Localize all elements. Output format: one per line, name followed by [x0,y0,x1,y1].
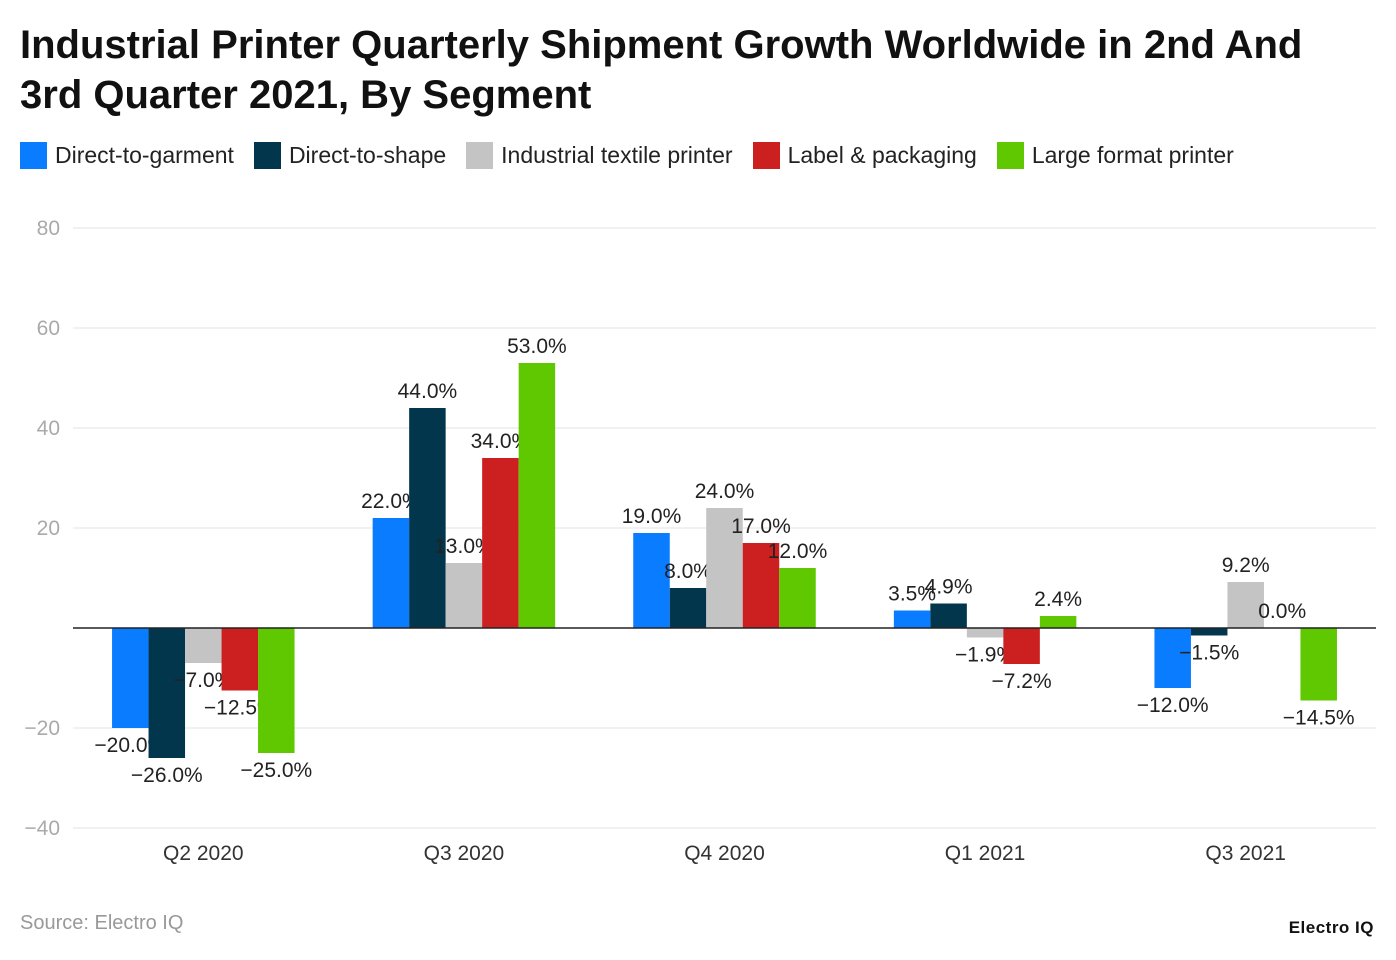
data-label: 2.4% [1034,588,1082,611]
bar [185,628,222,663]
bar [112,628,149,728]
data-label: 17.0% [731,515,791,538]
y-tick-label: 80 [37,217,60,240]
legend-item: Direct-to-garment [20,142,234,169]
bar [893,610,931,628]
bar [706,508,743,628]
data-label: 4.9% [925,576,973,599]
legend: Direct-to-garment Direct-to-shape Industri… [20,142,1234,169]
legend-label: Direct-to-garment [55,142,234,168]
bar [1227,582,1264,628]
x-tick-label: Q2 2020 [163,842,244,865]
data-label: −12.5% [204,697,276,720]
bar [633,533,670,628]
data-label: 34.0% [471,430,531,453]
x-tick-label: Q4 2020 [684,842,765,865]
data-label: −26.0% [131,764,203,787]
data-label: 0.0% [1258,600,1306,623]
data-label: −20.0% [94,734,166,757]
data-label: 8.0% [664,560,712,583]
y-tick-label: 60 [37,317,60,340]
legend-label: Large format printer [1031,142,1234,168]
x-tick-label: Q3 2021 [1205,842,1286,865]
bar [372,518,410,628]
data-label: 12.0% [768,540,828,563]
bar [1039,616,1077,628]
legend-item: Direct-to-shape [253,142,447,169]
data-label: −25.0% [240,759,312,782]
bar [518,363,556,628]
bar [669,588,707,628]
y-tick-label: −40 [24,817,60,840]
bar [409,408,446,628]
legend-item: Large format printer [996,142,1234,169]
legend-item: Industrial textile printer [466,142,733,169]
logo: Electro IQ [1288,918,1374,937]
y-tick-label: −20 [24,717,60,740]
bar [221,628,259,691]
legend-swatch [996,142,1024,169]
bar [482,458,519,628]
bar [966,628,1004,638]
bar [1300,628,1337,701]
legend-swatch [253,142,281,169]
legend-label: Direct-to-shape [288,142,447,168]
legend-item: Label & packaging [752,142,977,169]
legend-swatch [466,142,494,169]
data-label: 19.0% [622,505,682,528]
data-label: 22.0% [361,490,421,513]
bar [258,628,295,753]
source-text: Source: Electro IQ [20,912,184,934]
bar [742,543,780,628]
x-tick-label: Q1 2021 [945,842,1026,865]
legend-label: Label & packaging [787,142,977,168]
data-label: −7.2% [992,670,1052,693]
bar [445,563,483,628]
data-label: 53.0% [507,335,567,358]
data-label: 9.2% [1222,554,1270,577]
data-label: −12.0% [1137,694,1209,717]
data-label: −14.5% [1283,707,1355,730]
x-tick-label: Q3 2020 [424,842,505,865]
bar [930,603,967,628]
bar [1154,628,1191,688]
data-label: 13.0% [434,535,494,558]
bar [1003,628,1040,664]
data-label: −1.9% [955,644,1015,667]
chart-title: Industrial Printer Quarterly Shipment Gr… [20,23,1303,117]
legend-swatch [752,142,780,169]
y-tick-label: 20 [37,517,60,540]
data-label: 3.5% [888,583,936,606]
legend-label: Industrial textile printer [501,142,733,168]
bar [1190,628,1228,636]
data-label: −7.0% [173,669,233,692]
data-label: 24.0% [695,480,755,503]
bar [148,628,186,758]
data-label: −1.5% [1179,642,1239,665]
y-tick-label: 40 [37,417,60,440]
legend-swatch [20,142,47,169]
bar [779,568,816,628]
data-label: 44.0% [398,380,458,403]
